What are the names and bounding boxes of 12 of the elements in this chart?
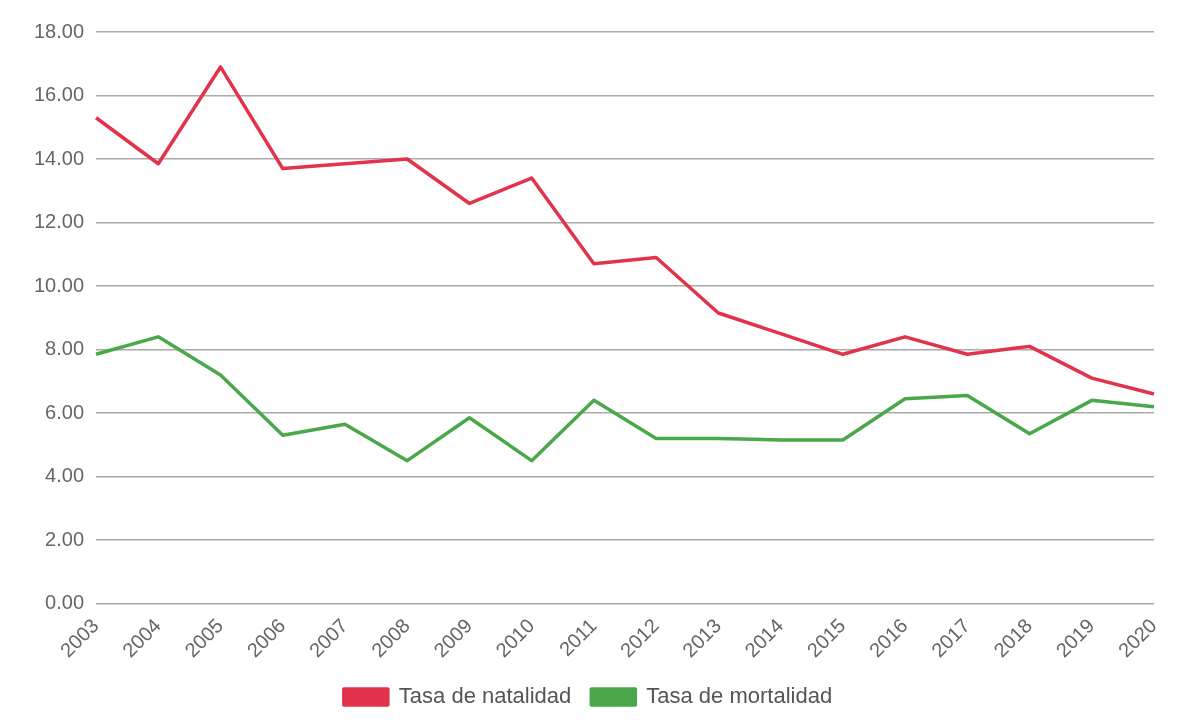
y-tick-label: 2.00	[45, 527, 85, 550]
y-tick-label: 10.00	[33, 273, 85, 296]
y-tick-label: 16.00	[33, 83, 85, 106]
y-tick-label: 0.00	[45, 591, 85, 614]
y-tick-label: 12.00	[33, 210, 85, 233]
y-tick-label: 6.00	[45, 400, 85, 423]
legend-label: Tasa de natalidad	[398, 683, 572, 709]
y-tick-label: 8.00	[45, 337, 85, 360]
y-tick-label: 18.00	[33, 19, 85, 42]
y-tick-label: 4.00	[45, 464, 85, 487]
legend-label: Tasa de mortalidad	[646, 683, 833, 709]
y-tick-label: 14.00	[33, 146, 85, 169]
